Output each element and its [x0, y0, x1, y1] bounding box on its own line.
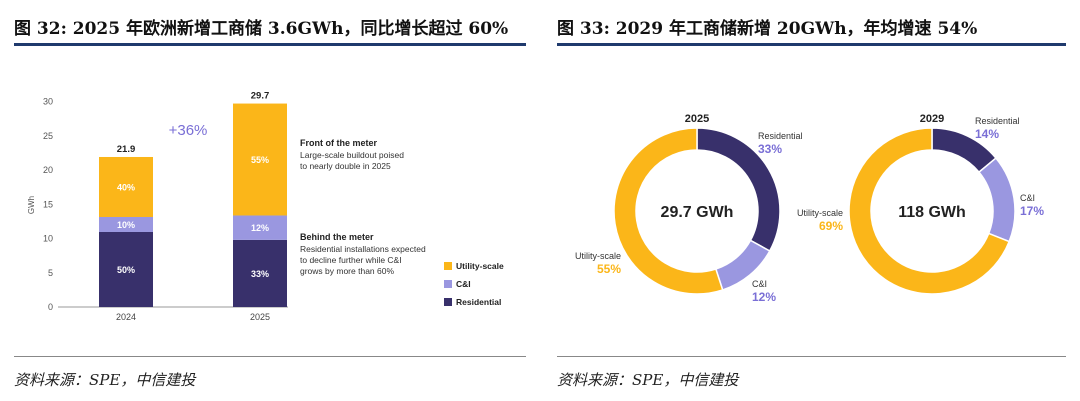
- donut-slice-value-residential-2029: 14%: [975, 127, 999, 141]
- donut-slice-name-utility-scale-2025: Utility-scale: [575, 251, 621, 261]
- donut-year-title-2029: 2029: [920, 113, 944, 125]
- bar-segment-residential-2025: [233, 239, 287, 307]
- bar-value-label-utility-scale-2025: 55%: [251, 155, 269, 165]
- left-title-rule: [14, 43, 526, 46]
- donut-slice-value-utility-scale-2025: 55%: [597, 262, 621, 276]
- y-axis-title: GWh: [27, 196, 36, 214]
- right-source-rule: [557, 356, 1066, 357]
- annotation-heading-1: Front of the meter: [300, 138, 377, 148]
- y-tick-label: 25: [43, 131, 53, 141]
- legend-label-residential: Residential: [456, 297, 501, 307]
- annotation-heading-2: Behind the meter: [300, 232, 374, 242]
- donut-slice-name-residential-2029: Residential: [975, 116, 1020, 126]
- donut-slice-name-c-i-2029: C&I: [1020, 193, 1035, 203]
- y-tick-label: 5: [48, 268, 53, 278]
- donut-slice-name-c-i-2025: C&I: [752, 279, 767, 289]
- y-tick-label: 30: [43, 97, 53, 107]
- donut-slice-value-utility-scale-2029: 69%: [819, 219, 843, 233]
- donut-slice-value-residential-2025: 33%: [758, 142, 782, 156]
- legend-label-utility-scale: Utility-scale: [456, 261, 504, 271]
- bar-value-label-c-i-2024: 10%: [117, 220, 135, 230]
- left-figure-title: 图 32: 2025 年欧洲新增工商储 3.6GWh，同比增长超过 60%: [14, 19, 509, 39]
- bar-value-label-residential-2024: 50%: [117, 265, 135, 275]
- left-source-rule: [14, 356, 526, 357]
- bar-value-label-utility-scale-2024: 40%: [117, 182, 135, 192]
- donut-center-label-2029: 118 GWh: [898, 204, 966, 221]
- y-tick-label: 10: [43, 234, 53, 244]
- y-tick-label: 20: [43, 165, 53, 175]
- bar-segment-utility-scale-2024: [99, 156, 153, 217]
- bar-total-label-2024: 21.9: [117, 144, 136, 155]
- legend-swatch-utility-scale: [444, 262, 452, 270]
- right-figure-title: 图 33: 2029 年工商储新增 20GWh，年均增速 54%: [557, 19, 978, 39]
- bar-value-label-residential-2025: 33%: [251, 269, 269, 279]
- bar-total-label-2025: 29.7: [251, 91, 270, 102]
- donut-slice-utility-scale-2029: [848, 127, 1011, 295]
- donut-slice-c-i-2029: [977, 157, 1016, 243]
- bar-segment-utility-scale-2025: [233, 103, 287, 216]
- left-source-note: 资料来源：SPE，中信建投: [14, 371, 196, 389]
- right-source-note: 资料来源：SPE，中信建投: [557, 371, 739, 389]
- right-title-rule: [557, 43, 1066, 46]
- annotation-line: grows by more than 60%: [300, 266, 394, 276]
- bar-value-label-c-i-2025: 12%: [251, 223, 269, 233]
- bar-segment-c-i-2024: [99, 216, 153, 232]
- bar-segment-residential-2024: [99, 231, 153, 307]
- donut-slice-utility-scale-2025: [613, 127, 724, 295]
- annotation-line: to decline further while C&I: [300, 255, 402, 265]
- x-tick-label-2025: 2025: [250, 312, 270, 322]
- donut-slice-value-c-i-2025: 12%: [752, 290, 776, 304]
- legend-swatch-c-i: [444, 280, 452, 288]
- bar-segment-c-i-2025: [233, 215, 287, 240]
- x-tick-label-2024: 2024: [116, 312, 136, 322]
- y-tick-label: 0: [48, 302, 53, 312]
- annotation-line: Large-scale buildout poised: [300, 150, 404, 160]
- annotation-line: to nearly double in 2025: [300, 161, 391, 171]
- growth-label: +36%: [169, 122, 208, 139]
- legend-swatch-residential: [444, 298, 452, 306]
- donut-slice-name-residential-2025: Residential: [758, 131, 803, 141]
- legend-label-c-i: C&I: [456, 279, 471, 289]
- donut-slice-name-utility-scale-2029: Utility-scale: [797, 208, 843, 218]
- donut-slice-value-c-i-2029: 17%: [1020, 204, 1044, 218]
- donut-year-title-2025: 2025: [685, 113, 709, 125]
- y-tick-label: 15: [43, 199, 53, 209]
- donut-center-label-2025: 29.7 GWh: [661, 204, 734, 221]
- annotation-line: Residential installations expected: [300, 244, 426, 254]
